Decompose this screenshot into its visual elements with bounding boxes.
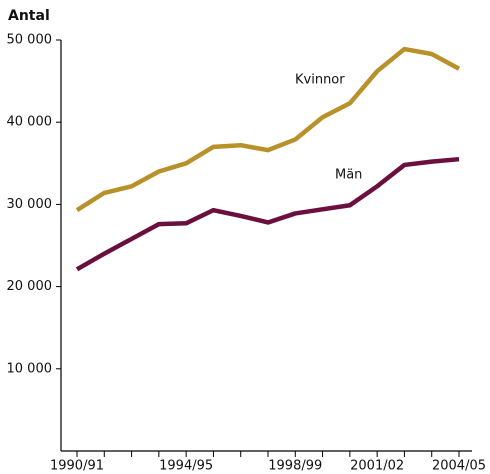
y-axis-label: Antal: [8, 8, 50, 24]
y-tick-label: 10 000: [7, 361, 53, 376]
series-line: [75, 156, 460, 272]
y-tick-label: 20 000: [7, 279, 53, 294]
y-tick-label: 30 000: [7, 197, 53, 212]
series-label: Kvinnor: [295, 73, 345, 88]
x-tick-label: 2004/05: [432, 459, 486, 474]
x-tick-label: 1998/99: [268, 459, 322, 474]
series-line: [75, 46, 461, 213]
x-tick-label: 1990/91: [50, 459, 104, 474]
x-tick-label: 1994/95: [159, 459, 213, 474]
y-tick-label: 40 000: [7, 115, 53, 130]
y-tick-label: 50 000: [7, 33, 53, 48]
x-tick-label: 2001/02: [350, 459, 404, 474]
series-label: Män: [335, 168, 362, 183]
